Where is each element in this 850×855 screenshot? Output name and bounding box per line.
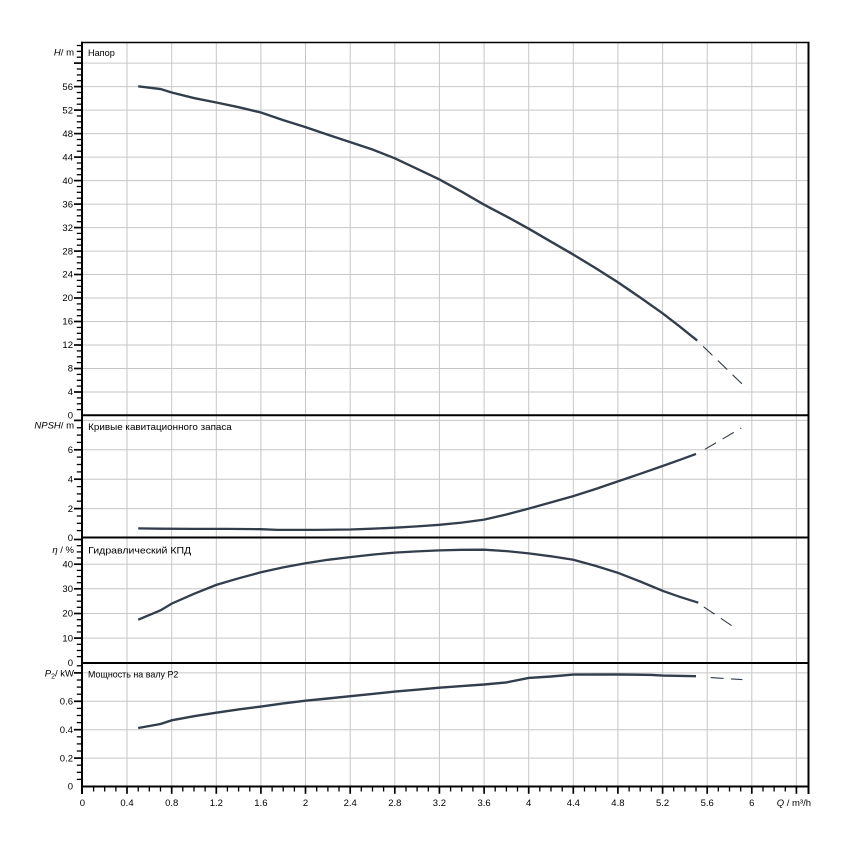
svg-text:0: 0: [68, 782, 73, 793]
svg-text:24: 24: [62, 270, 73, 281]
svg-text:2: 2: [303, 798, 308, 809]
svg-text:Гидравлический КПД: Гидравлический КПД: [88, 545, 192, 556]
svg-text:Кривые кавитационного запаса: Кривые кавитационного запаса: [88, 422, 232, 433]
svg-text:20: 20: [62, 609, 73, 620]
svg-text:6: 6: [68, 445, 73, 456]
svg-text:20: 20: [62, 293, 73, 304]
svg-text:Напор: Напор: [88, 48, 115, 59]
svg-text:16: 16: [62, 317, 73, 328]
svg-text:5.2: 5.2: [656, 798, 669, 809]
svg-text:0.4: 0.4: [120, 798, 133, 809]
svg-text:4.4: 4.4: [567, 798, 580, 809]
svg-text:H/ m: H/ m: [54, 47, 74, 58]
svg-text:36: 36: [62, 199, 73, 210]
svg-text:2.8: 2.8: [388, 798, 401, 809]
svg-text:10: 10: [62, 633, 73, 644]
svg-text:8: 8: [68, 364, 73, 375]
svg-text:5.6: 5.6: [701, 798, 714, 809]
svg-text:6: 6: [749, 798, 754, 809]
svg-text:40: 40: [62, 176, 73, 187]
svg-text:P2/ kW: P2/ kW: [45, 669, 74, 681]
svg-text:2.4: 2.4: [344, 798, 357, 809]
svg-text:4: 4: [526, 798, 531, 809]
svg-text:0.4: 0.4: [60, 725, 73, 736]
svg-text:32: 32: [62, 223, 73, 234]
svg-text:1.2: 1.2: [210, 798, 223, 809]
svg-text:1.6: 1.6: [254, 798, 267, 809]
svg-text:2: 2: [68, 504, 73, 515]
svg-text:48: 48: [62, 129, 73, 140]
svg-text:0.6: 0.6: [60, 697, 73, 708]
svg-text:40: 40: [62, 559, 73, 570]
svg-text:0.8: 0.8: [165, 798, 178, 809]
svg-text:Q / m³/h: Q / m³/h: [777, 798, 811, 809]
svg-text:4.8: 4.8: [611, 798, 624, 809]
svg-text:3.6: 3.6: [477, 798, 490, 809]
svg-text:44: 44: [62, 152, 73, 163]
svg-text:0: 0: [68, 411, 73, 422]
svg-text:4: 4: [68, 387, 73, 398]
svg-text:Мощность на валу P2: Мощность на валу P2: [88, 669, 178, 680]
svg-text:4: 4: [68, 474, 73, 485]
svg-text:3.2: 3.2: [433, 798, 446, 809]
svg-text:12: 12: [62, 340, 73, 351]
svg-text:0: 0: [68, 533, 73, 544]
svg-text:52: 52: [62, 105, 73, 116]
svg-text:η / %: η / %: [52, 545, 74, 556]
svg-text:0: 0: [80, 798, 85, 809]
svg-text:0: 0: [68, 658, 73, 669]
svg-text:28: 28: [62, 246, 73, 257]
svg-text:0.2: 0.2: [60, 753, 73, 764]
svg-text:30: 30: [62, 584, 73, 595]
svg-text:56: 56: [62, 82, 73, 93]
svg-text:NPSH/ m: NPSH/ m: [34, 421, 74, 432]
